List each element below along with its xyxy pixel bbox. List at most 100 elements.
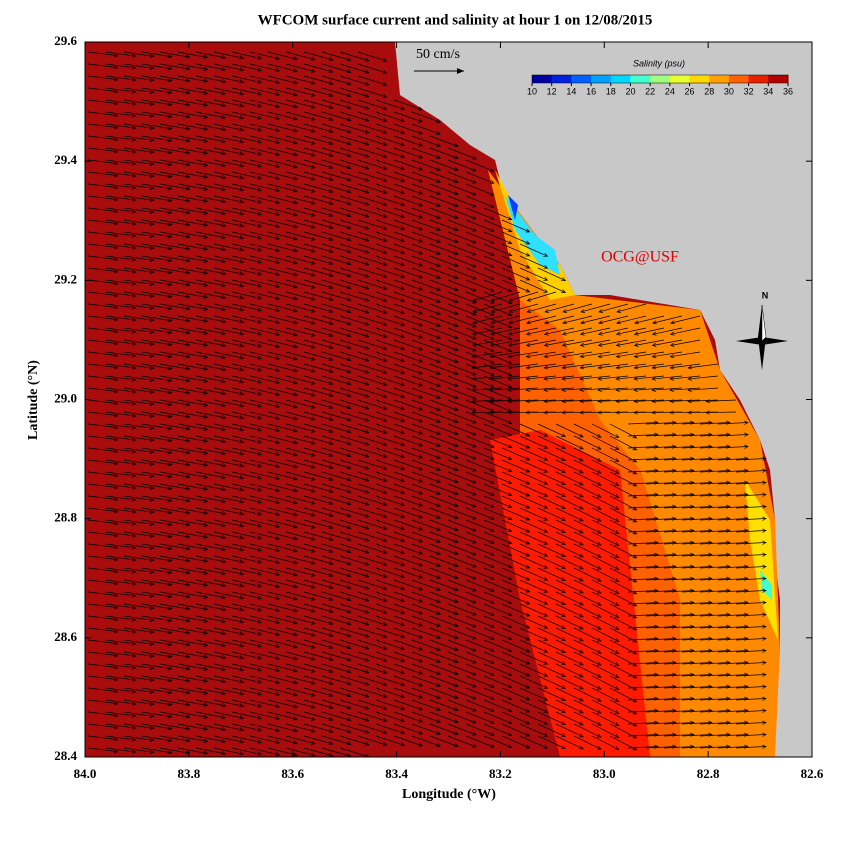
current-vector: [483, 699, 512, 712]
current-vector: [339, 195, 369, 206]
colorbar-cell: [591, 75, 612, 83]
current-vector: [177, 327, 208, 334]
current-vector: [483, 243, 512, 256]
current-vector: [87, 255, 118, 261]
current-vector: [303, 147, 334, 157]
current-vector: [159, 255, 190, 262]
current-vector: [285, 735, 316, 744]
current-vector-head: [185, 162, 191, 167]
current-vector: [681, 734, 712, 737]
current-vector-head: [471, 491, 477, 496]
current-vector-head: [346, 621, 352, 626]
current-vector-head: [436, 515, 442, 519]
current-vector: [473, 291, 503, 302]
current-vector: [177, 447, 208, 454]
current-vector: [501, 495, 530, 509]
current-vector-head: [293, 380, 298, 385]
current-vector-head: [651, 399, 656, 404]
current-vector: [339, 135, 369, 146]
current-vector: [465, 663, 494, 676]
current-vector: [681, 566, 712, 569]
current-vector-head: [762, 528, 767, 533]
current-vector-head: [167, 426, 173, 431]
current-vector: [375, 627, 405, 638]
current-vector: [303, 231, 334, 241]
current-vector-head: [185, 330, 191, 335]
current-vector-head: [275, 536, 280, 541]
current-vector-head: [149, 377, 155, 382]
current-vector-head: [346, 681, 352, 686]
current-vector-head: [382, 166, 388, 170]
current-vector: [465, 675, 494, 688]
current-vector: [501, 711, 530, 725]
current-vector: [429, 651, 459, 663]
current-vector: [681, 458, 712, 461]
current-vector: [393, 687, 423, 699]
current-vector-head: [597, 399, 602, 404]
current-vector: [627, 530, 658, 533]
current-vector-head: [454, 227, 459, 232]
current-vector: [321, 651, 351, 661]
current-vector-head: [579, 625, 584, 630]
current-vector: [285, 627, 316, 636]
current-vector-head: [471, 275, 477, 280]
current-vector: [249, 603, 280, 612]
current-vector: [483, 543, 512, 556]
current-vector-head: [651, 331, 657, 336]
current-vector: [465, 699, 494, 712]
current-vector-head: [113, 737, 119, 742]
current-vector: [285, 411, 316, 420]
current-vector: [652, 363, 683, 369]
current-vector: [177, 639, 208, 646]
current-vector-head: [328, 645, 334, 650]
current-vector-head: [311, 332, 316, 337]
current-vector: [681, 614, 712, 617]
current-vector-head: [346, 393, 352, 398]
current-vector: [159, 747, 190, 754]
current-vector-head: [185, 90, 191, 95]
current-vector-head: [400, 202, 406, 207]
current-vector: [87, 519, 118, 525]
current-vector: [429, 171, 459, 183]
current-vector: [429, 399, 459, 411]
current-vector: [87, 75, 118, 81]
current-vector-head: [489, 540, 495, 544]
current-vector: [267, 519, 298, 528]
current-vector-head: [257, 739, 263, 744]
current-vector-head: [149, 341, 155, 346]
current-vector: [195, 375, 226, 383]
current-vector-head: [400, 370, 406, 375]
current-vector-head: [149, 569, 155, 574]
current-vector: [267, 291, 298, 300]
current-vector: [447, 543, 477, 556]
current-vector-head: [239, 79, 245, 84]
current-vector-head: [561, 685, 566, 689]
current-vector: [87, 159, 118, 165]
current-vector-head: [221, 295, 227, 300]
current-vector-head: [185, 390, 191, 395]
current-vector: [195, 567, 226, 575]
current-vector: [303, 207, 334, 217]
current-vector-head: [275, 728, 280, 733]
current-vector-head: [257, 499, 263, 504]
current-vector: [303, 423, 334, 433]
colorbar-cell: [709, 75, 730, 83]
current-vector-head: [543, 636, 549, 641]
current-vector: [105, 183, 136, 189]
current-vector: [195, 399, 226, 407]
current-vector: [159, 63, 190, 70]
current-vector: [231, 267, 262, 275]
colorbar-cell: [768, 75, 789, 83]
current-vector-head: [131, 461, 137, 466]
current-vector-head: [614, 494, 620, 498]
current-vector: [591, 543, 619, 558]
current-vector-head: [293, 440, 298, 445]
current-vector: [231, 387, 262, 395]
current-vector-head: [239, 127, 245, 132]
current-vector: [357, 147, 387, 158]
current-vector-head: [454, 155, 459, 160]
current-vector: [267, 63, 298, 72]
current-vector: [465, 363, 494, 376]
current-vector-head: [239, 391, 245, 396]
current-vector: [213, 615, 244, 623]
